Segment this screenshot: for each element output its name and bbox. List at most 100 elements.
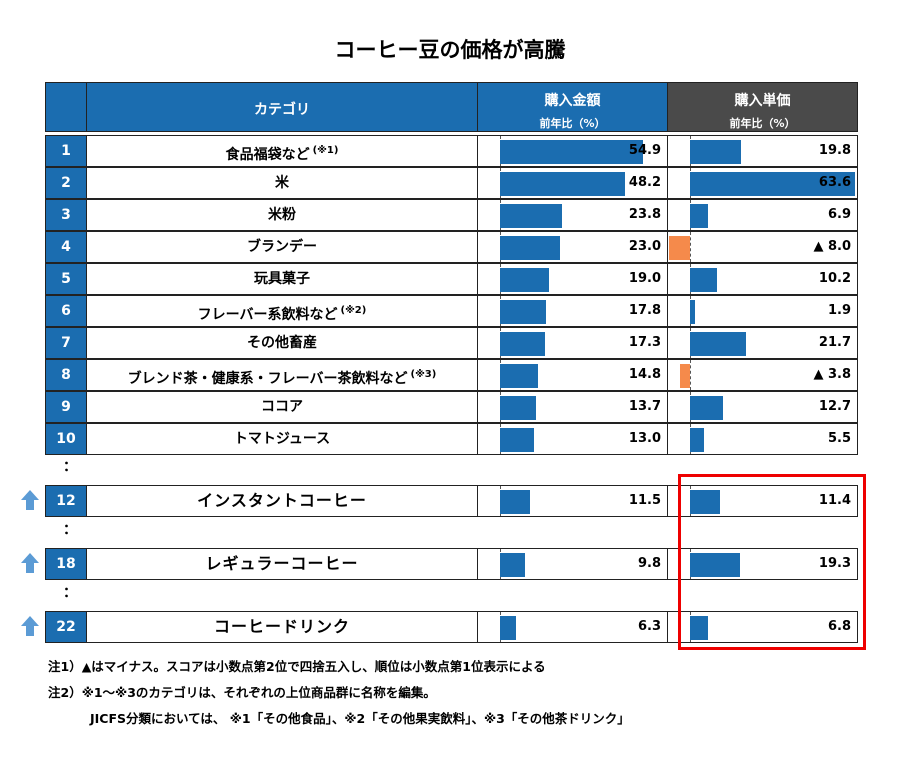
amount-cell: 17.8 — [477, 295, 668, 327]
table-row: 1 食品福袋など (※1) 54.9 19.8 — [45, 135, 858, 167]
unit-price-cell: 19.8 — [667, 135, 858, 167]
amount-value: 17.3 — [628, 335, 661, 350]
unit-price-bar — [690, 172, 856, 196]
footnote-2: 注2）※1～※3のカテゴリは、それぞれの上位商品群に名称を編集。 — [48, 685, 436, 700]
unit-price-bar — [690, 140, 742, 164]
category-label: 食品福袋など — [225, 147, 310, 163]
amount-value: 14.8 — [628, 367, 661, 382]
header-category: カテゴリ — [86, 82, 478, 132]
category-cell: コーヒードリンク — [86, 611, 478, 643]
unit-price-bar — [690, 332, 747, 356]
up-arrow-icon — [21, 490, 39, 510]
rank-cell: 6 — [45, 295, 87, 327]
unit-price-value: 5.5 — [827, 431, 851, 446]
category-note: (※3) — [410, 369, 437, 380]
amount-bar — [500, 268, 550, 292]
category-cell: ブランデー — [86, 231, 478, 263]
footnote-3: JICFS分類においては、 ※1「その他食品」、※2「その他果実飲料」、※3「そ… — [90, 711, 630, 726]
category-cell: インスタントコーヒー — [86, 485, 478, 517]
header-category-label: カテゴリ — [254, 102, 310, 118]
category-cell: フレーバー系飲料など (※2) — [86, 295, 478, 327]
category-label: インスタントコーヒー — [197, 491, 367, 510]
header-amount: 購入金額 前年比（%） — [477, 82, 668, 132]
unit-price-cell: 10.2 — [667, 263, 858, 295]
amount-cell: 54.9 — [477, 135, 668, 167]
amount-cell: 6.3 — [477, 611, 668, 643]
table-row: 9 ココア 13.7 12.7 — [45, 391, 858, 423]
amount-value: 23.8 — [628, 207, 661, 222]
header-unit-price-label: 購入単価 — [734, 93, 791, 109]
amount-bar — [500, 204, 562, 228]
amount-cell: 17.3 — [477, 327, 668, 359]
table-row: 18 レギュラーコーヒー 9.8 19.3 — [45, 548, 858, 580]
unit-price-bar — [690, 268, 717, 292]
unit-price-cell: 6.8 — [667, 611, 858, 643]
category-label: ブランデー — [247, 239, 317, 255]
amount-value: 54.9 — [628, 143, 661, 158]
amount-bar — [500, 490, 530, 514]
unit-price-value: 19.8 — [818, 143, 851, 158]
category-note: (※2) — [340, 305, 367, 316]
rank-cell: 1 — [45, 135, 87, 167]
category-cell: 米粉 — [86, 199, 478, 231]
amount-bar — [500, 140, 643, 164]
header-rank — [45, 82, 87, 132]
category-cell: 米 — [86, 167, 478, 199]
amount-cell: 19.0 — [477, 263, 668, 295]
category-label: コーヒードリンク — [213, 617, 350, 636]
amount-cell: 9.8 — [477, 548, 668, 580]
unit-price-cell: ▲ 8.0 — [667, 231, 858, 263]
rank-cell: 5 — [45, 263, 87, 295]
unit-price-bar — [690, 490, 720, 514]
table-row: 12 インスタントコーヒー 11.5 11.4 — [45, 485, 858, 517]
amount-bar — [500, 236, 560, 260]
table-row: 3 米粉 23.8 6.9 — [45, 199, 858, 231]
unit-price-bar — [690, 396, 724, 420]
amount-bar — [500, 364, 539, 388]
header-unit-price: 購入単価 前年比（%） — [667, 82, 858, 132]
category-label: トマトジュース — [233, 431, 331, 447]
ellipsis-marker: ： — [63, 522, 77, 538]
table-row: 8 ブレンド茶・健康系・フレーバー茶飲料など (※3) 14.8 ▲ 3.8 — [45, 359, 858, 391]
header-unit-price-sub: 前年比（%） — [729, 117, 796, 130]
amount-cell: 13.0 — [477, 423, 668, 455]
category-cell: その他畜産 — [86, 327, 478, 359]
category-cell: レギュラーコーヒー — [86, 548, 478, 580]
amount-cell: 14.8 — [477, 359, 668, 391]
unit-price-cell: 12.7 — [667, 391, 858, 423]
unit-price-value: 6.9 — [827, 207, 851, 222]
category-label: 米 — [275, 175, 289, 191]
unit-price-cell: 5.5 — [667, 423, 858, 455]
unit-price-value: ▲ 8.0 — [813, 239, 851, 254]
category-label: レギュラーコーヒー — [205, 554, 359, 573]
rank-cell: 8 — [45, 359, 87, 391]
unit-price-bar — [669, 236, 690, 260]
amount-value: 23.0 — [628, 239, 661, 254]
header-amount-sub: 前年比（%） — [539, 117, 606, 130]
unit-price-bar — [690, 553, 741, 577]
amount-value: 9.8 — [637, 556, 661, 571]
amount-bar — [500, 553, 526, 577]
amount-bar — [500, 300, 547, 324]
amount-bar — [500, 396, 536, 420]
amount-value: 17.8 — [628, 303, 661, 318]
unit-price-value: 10.2 — [818, 271, 851, 286]
table-row: 6 フレーバー系飲料など (※2) 17.8 1.9 — [45, 295, 858, 327]
rank-cell: 18 — [45, 548, 87, 580]
unit-price-cell: 19.3 — [667, 548, 858, 580]
rank-cell: 22 — [45, 611, 87, 643]
category-cell: トマトジュース — [86, 423, 478, 455]
rank-cell: 7 — [45, 327, 87, 359]
unit-price-value: 6.8 — [827, 619, 851, 634]
rank-cell: 3 — [45, 199, 87, 231]
coffee-unit-price-highlight — [678, 474, 866, 650]
category-label: フレーバー系飲料など — [197, 307, 338, 323]
unit-price-value: 12.7 — [818, 399, 851, 414]
category-cell: ココア — [86, 391, 478, 423]
amount-bar — [500, 616, 517, 640]
amount-value: 48.2 — [628, 175, 661, 190]
unit-price-cell: 6.9 — [667, 199, 858, 231]
unit-price-value: 19.3 — [818, 556, 851, 571]
unit-price-cell: 11.4 — [667, 485, 858, 517]
amount-cell: 23.8 — [477, 199, 668, 231]
